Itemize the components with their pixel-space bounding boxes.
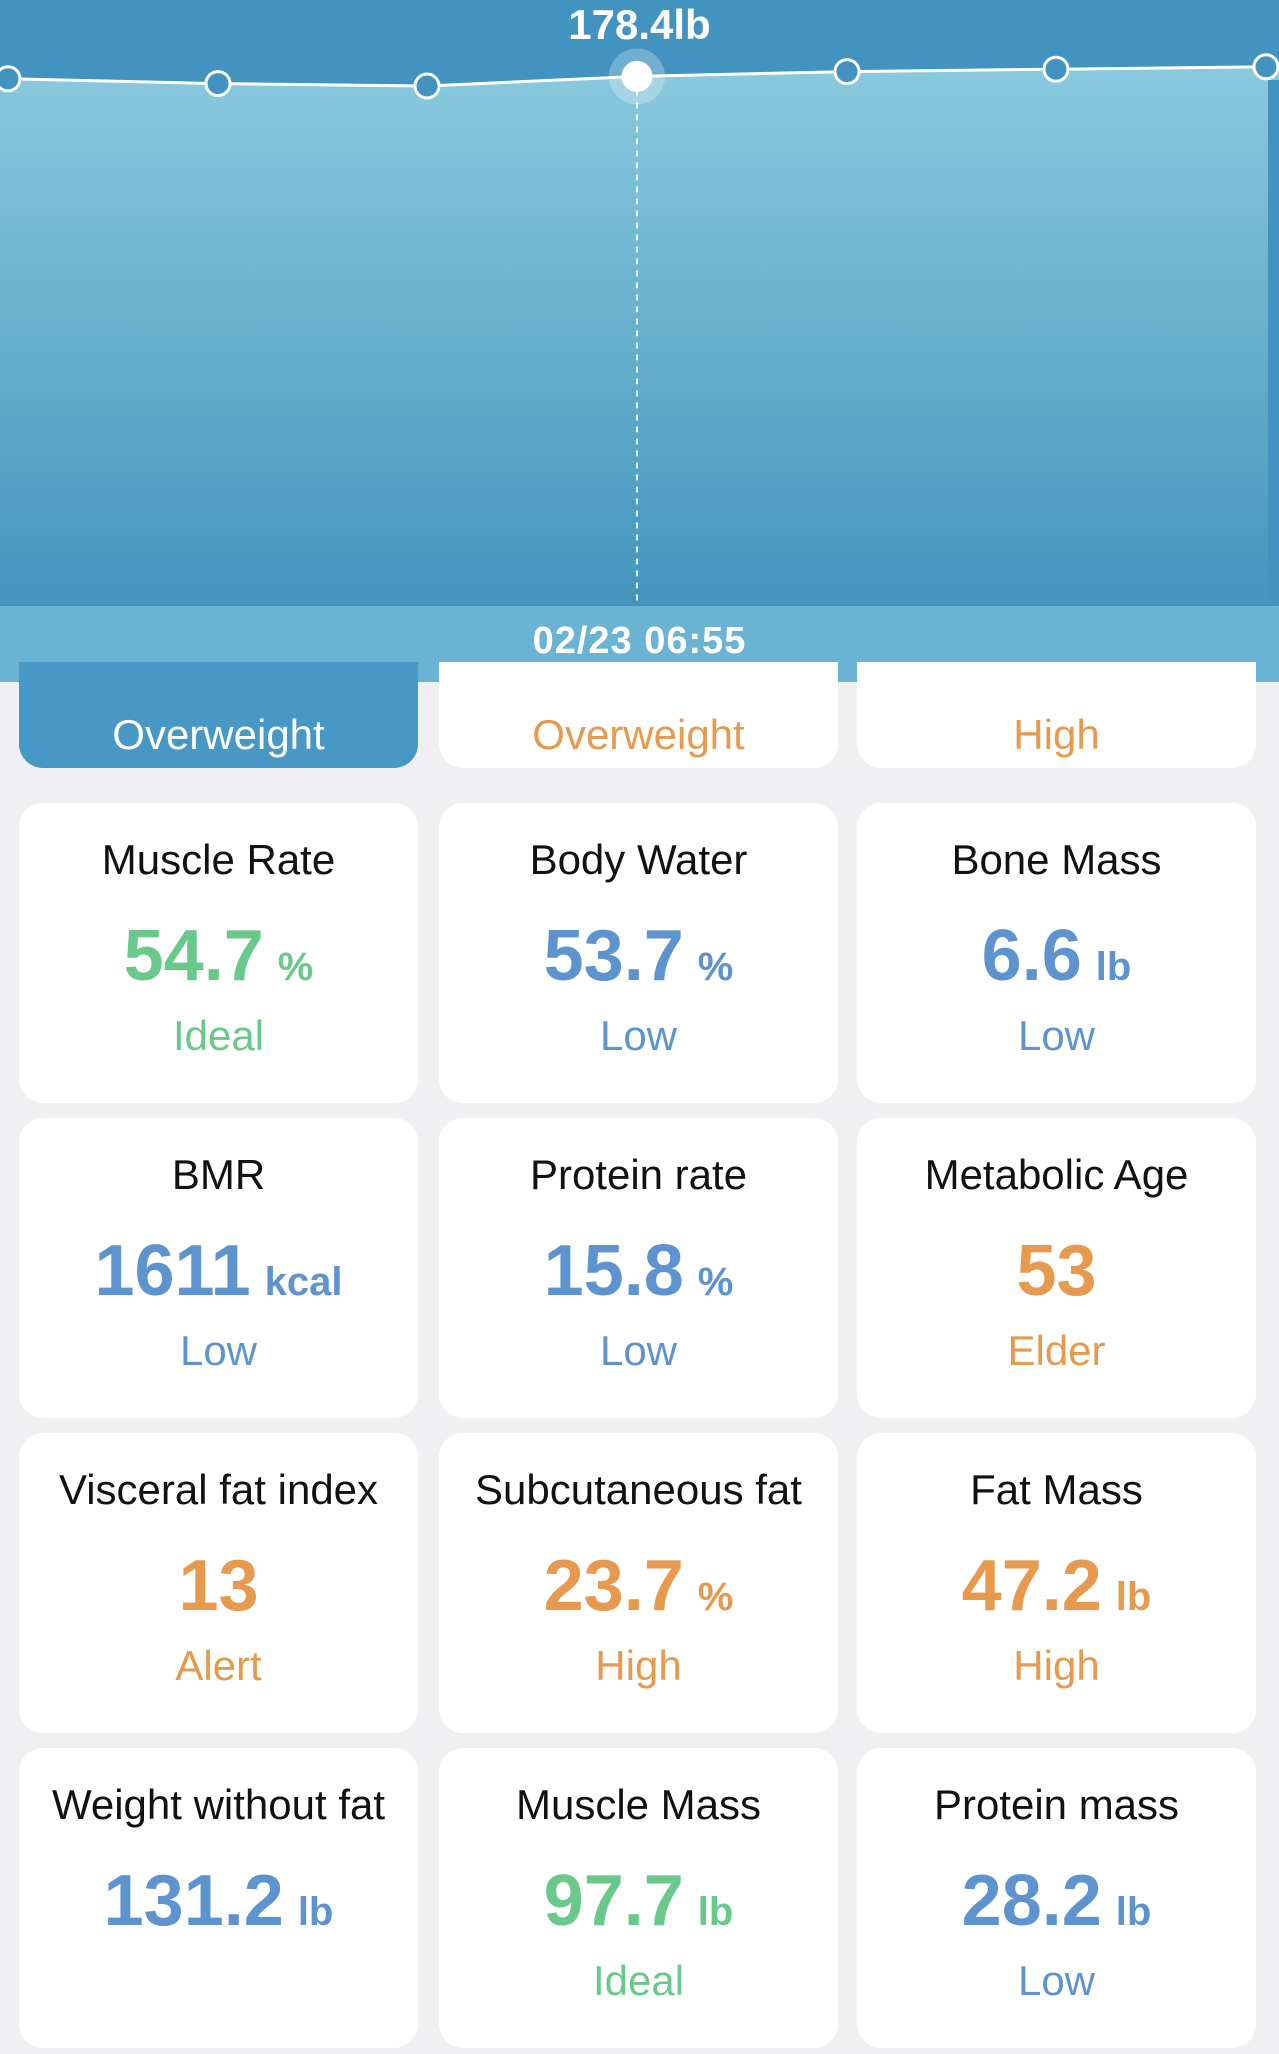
data-point[interactable] bbox=[0, 67, 20, 91]
metric-unit: % bbox=[698, 945, 734, 989]
metric-value: 53 bbox=[857, 1230, 1256, 1312]
metric-card-body-water[interactable]: Body Water 53.7% Low bbox=[439, 803, 838, 1103]
selected-weight-label: 178.4lb bbox=[0, 0, 1279, 50]
metric-number: 13 bbox=[178, 1546, 258, 1626]
metric-status: Low bbox=[857, 1011, 1256, 1061]
metric-value: 131.2 lb bbox=[19, 1860, 418, 1942]
status-card-weight[interactable]: Overweight bbox=[439, 662, 838, 768]
metric-status: Low bbox=[439, 1011, 838, 1061]
metric-value: 28.2 lb bbox=[857, 1860, 1256, 1942]
metric-number: 1611 bbox=[94, 1231, 250, 1311]
data-point[interactable] bbox=[415, 74, 439, 98]
metric-unit: lb bbox=[1116, 1575, 1152, 1619]
metric-status: Alert bbox=[19, 1641, 418, 1691]
data-point[interactable] bbox=[835, 60, 859, 84]
metric-title: Metabolic Age bbox=[857, 1150, 1256, 1200]
metric-number: 53 bbox=[1016, 1231, 1096, 1311]
metric-value: 6.6 lb bbox=[857, 915, 1256, 997]
metric-value: 13 bbox=[19, 1545, 418, 1627]
metric-number: 54.7 bbox=[124, 916, 264, 996]
metric-card-subcutaneous-fat[interactable]: Subcutaneous fat 23.7% High bbox=[439, 1433, 838, 1733]
metric-number: 23.7 bbox=[544, 1546, 684, 1626]
status-card-body-fat[interactable]: High bbox=[857, 662, 1256, 768]
metric-card-bmr[interactable]: BMR 1611 kcal Low bbox=[19, 1118, 418, 1418]
metric-title: Subcutaneous fat bbox=[439, 1465, 838, 1515]
metric-card-weight-without-fat[interactable]: Weight without fat 131.2 lb bbox=[19, 1748, 418, 2048]
metric-unit: % bbox=[698, 1575, 734, 1619]
status-text: Overweight bbox=[439, 710, 838, 760]
metric-number: 15.8 bbox=[544, 1231, 684, 1311]
metric-unit: lb bbox=[698, 1890, 734, 1934]
metric-card-fat-mass[interactable]: Fat Mass 47.2 lb High bbox=[857, 1433, 1256, 1733]
metric-status: Ideal bbox=[439, 1956, 838, 2006]
metric-unit: lb bbox=[1116, 1890, 1152, 1934]
chart-right-edge bbox=[1268, 80, 1279, 606]
status-text: High bbox=[857, 710, 1256, 760]
metric-status: High bbox=[439, 1641, 838, 1691]
metric-card-bone-mass[interactable]: Bone Mass 6.6 lb Low bbox=[857, 803, 1256, 1103]
metric-title: BMR bbox=[19, 1150, 418, 1200]
metric-value: 47.2 lb bbox=[857, 1545, 1256, 1627]
metric-number: 47.2 bbox=[962, 1546, 1102, 1626]
metric-status: Low bbox=[439, 1326, 838, 1376]
metric-unit: lb bbox=[298, 1890, 334, 1934]
data-point[interactable] bbox=[1254, 55, 1278, 79]
metric-value: 23.7% bbox=[439, 1545, 838, 1627]
metric-card-muscle-mass[interactable]: Muscle Mass 97.7 lb Ideal bbox=[439, 1748, 838, 2048]
metric-status: Ideal bbox=[19, 1011, 418, 1061]
metric-number: 53.7 bbox=[544, 916, 684, 996]
metric-status: Elder bbox=[857, 1326, 1256, 1376]
metric-unit: lb bbox=[1096, 945, 1132, 989]
metric-title: Protein mass bbox=[857, 1780, 1256, 1830]
metric-title: Weight without fat bbox=[19, 1780, 418, 1830]
metric-number: 97.7 bbox=[544, 1861, 684, 1941]
metric-title: Fat Mass bbox=[857, 1465, 1256, 1515]
metric-number: 28.2 bbox=[962, 1861, 1102, 1941]
metric-status: Low bbox=[857, 1956, 1256, 2006]
metric-status: Low bbox=[19, 1326, 418, 1376]
status-card-bmi[interactable]: Overweight bbox=[19, 662, 418, 768]
metric-title: Bone Mass bbox=[857, 835, 1256, 885]
metric-card-visceral-fat[interactable]: Visceral fat index 13 Alert bbox=[19, 1433, 418, 1733]
metric-title: Body Water bbox=[439, 835, 838, 885]
metric-value: 53.7% bbox=[439, 915, 838, 997]
metric-unit: % bbox=[278, 945, 314, 989]
metric-unit: % bbox=[698, 1260, 734, 1304]
metric-card-muscle-rate[interactable]: Muscle Rate 54.7% Ideal bbox=[19, 803, 418, 1103]
weight-area-fill bbox=[0, 67, 1279, 606]
metric-card-protein-mass[interactable]: Protein mass 28.2 lb Low bbox=[857, 1748, 1256, 2048]
metric-value: 54.7% bbox=[19, 915, 418, 997]
metric-title: Muscle Mass bbox=[439, 1780, 838, 1830]
metric-title: Muscle Rate bbox=[19, 835, 418, 885]
metric-value: 15.8% bbox=[439, 1230, 838, 1312]
weight-trend-chart[interactable] bbox=[0, 0, 1279, 606]
data-point[interactable] bbox=[206, 72, 230, 96]
metric-value: 97.7 lb bbox=[439, 1860, 838, 1942]
status-text: Overweight bbox=[19, 710, 418, 760]
data-point[interactable] bbox=[1044, 57, 1068, 81]
metric-title: Visceral fat index bbox=[19, 1465, 418, 1515]
metric-status: High bbox=[857, 1641, 1256, 1691]
metric-card-metabolic-age[interactable]: Metabolic Age 53 Elder bbox=[857, 1118, 1256, 1418]
metric-value: 1611 kcal bbox=[19, 1230, 418, 1312]
metric-number: 131.2 bbox=[104, 1861, 284, 1941]
metric-title: Protein rate bbox=[439, 1150, 838, 1200]
metric-card-protein-rate[interactable]: Protein rate 15.8% Low bbox=[439, 1118, 838, 1418]
metric-unit: kcal bbox=[265, 1260, 343, 1304]
selected-data-point[interactable] bbox=[623, 62, 651, 90]
metric-number: 6.6 bbox=[982, 916, 1082, 996]
